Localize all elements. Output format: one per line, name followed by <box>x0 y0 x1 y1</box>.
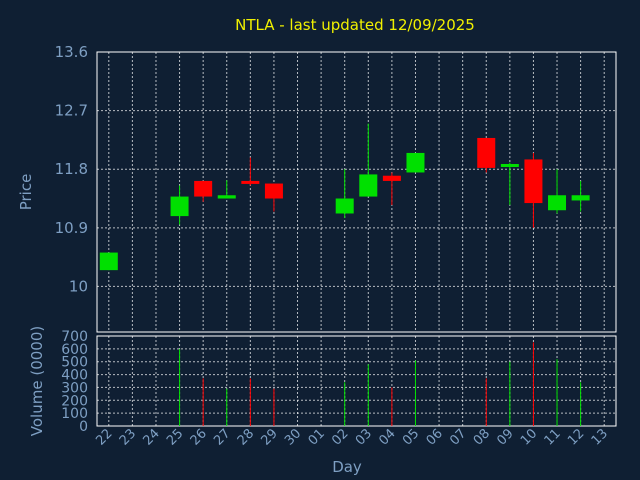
price-tick-label: 10 <box>69 277 88 295</box>
volume-bars <box>179 342 582 426</box>
candles <box>99 123 590 271</box>
volume-plot-frame <box>96 335 617 427</box>
price-tick-label: 12.7 <box>55 102 88 120</box>
volume-tick-label: 700 <box>61 329 88 345</box>
volume-tick-label: 0 <box>79 419 88 435</box>
volume-tick-label: 600 <box>61 342 88 358</box>
candle-body <box>359 174 378 197</box>
candle-body <box>99 252 118 271</box>
price-tick-label: 11.8 <box>55 160 88 178</box>
candle-body <box>500 164 519 167</box>
price-tick-label: 13.6 <box>55 43 88 61</box>
volume-tick-label: 300 <box>61 380 88 396</box>
candle-body <box>524 159 543 204</box>
candle-body <box>406 152 425 173</box>
chart-title: NTLA - last updated 12/09/2025 <box>235 16 475 34</box>
candle-body <box>264 183 283 199</box>
candle-body <box>241 180 260 184</box>
price-tick-labels: 10 10.9 11.8 12.7 13.6 <box>55 43 88 295</box>
volume-axis-label: Volume (0000) <box>28 326 46 436</box>
candle-body <box>217 195 236 199</box>
candle-body <box>335 198 354 214</box>
candle-body <box>548 195 567 211</box>
price-plot-frame <box>96 51 617 333</box>
candle-body <box>477 137 496 168</box>
volume-tick-label: 400 <box>61 368 88 384</box>
price-tick-label: 10.9 <box>55 219 88 237</box>
y-axis-label: Price <box>17 174 35 211</box>
candle-body <box>170 196 189 217</box>
candle-body <box>382 175 401 181</box>
candle-body <box>571 195 590 201</box>
x-axis-label: Day <box>332 458 362 476</box>
volume-tick-label: 100 <box>61 406 88 422</box>
volume-tick-label: 200 <box>61 393 88 409</box>
candle-body <box>194 180 213 197</box>
volume-tick-label: 500 <box>61 355 88 371</box>
